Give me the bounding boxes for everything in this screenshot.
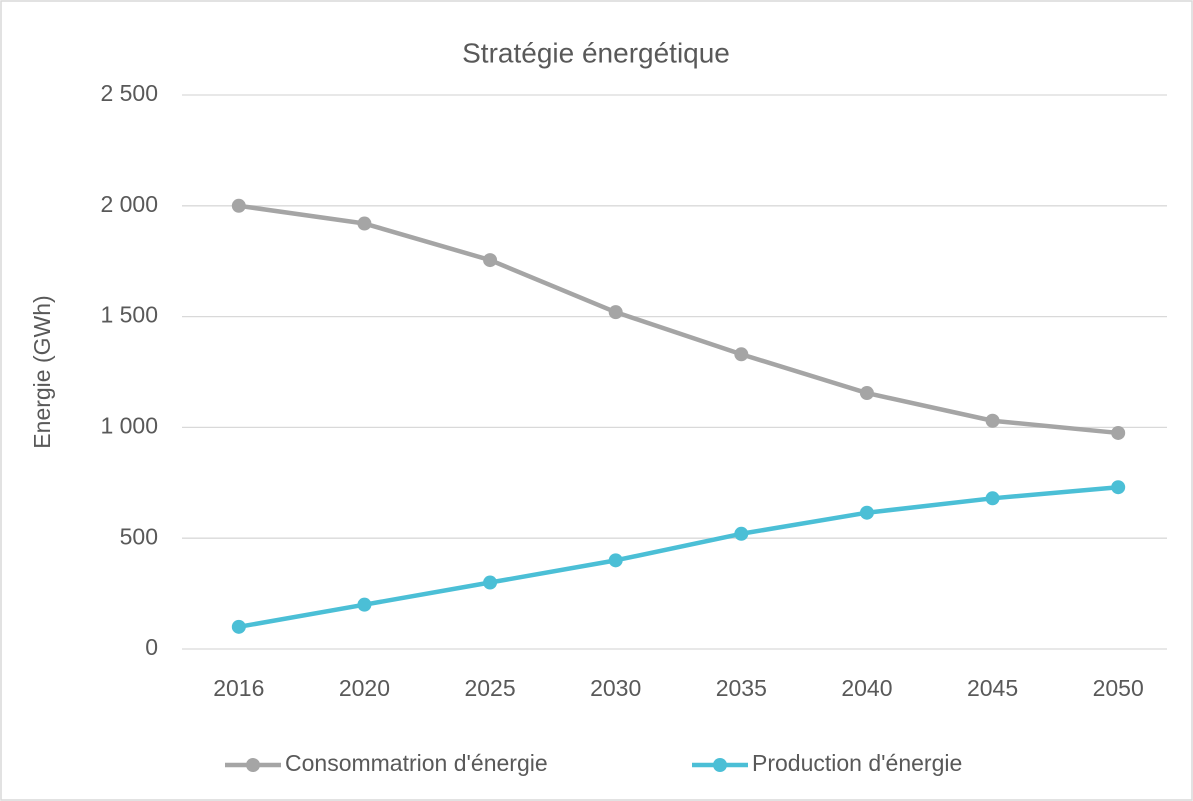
series-line: [238, 203, 1119, 436]
y-tick-label: 1 000: [100, 412, 158, 438]
point: [859, 505, 874, 520]
point: [231, 198, 246, 213]
point: [483, 575, 498, 590]
series-line: [238, 484, 1119, 630]
x-tick-label: 2050: [1093, 675, 1144, 701]
point: [1111, 480, 1126, 495]
y-axis-label: Energie (GWh): [29, 295, 55, 448]
x-tick-label: 2020: [339, 675, 390, 701]
point: [859, 386, 874, 401]
point: [734, 347, 749, 362]
x-tick-label: 2016: [213, 675, 264, 701]
point: [985, 491, 1000, 506]
y-tick-label: 500: [120, 523, 158, 549]
x-tick-label: 2025: [464, 675, 515, 701]
legend-marker: [246, 758, 260, 772]
y-tick-label: 2 500: [100, 80, 158, 106]
chart-title: Stratégie énergétique: [462, 37, 730, 68]
point: [608, 305, 623, 320]
y-tick-label: 2 000: [100, 191, 158, 217]
x-tick-label: 2045: [967, 675, 1018, 701]
point: [231, 619, 246, 634]
x-tick-label: 2035: [716, 675, 767, 701]
point: [1111, 425, 1126, 440]
y-tick-label: 0: [145, 634, 158, 660]
legend-label: Production d'énergie: [752, 750, 962, 776]
legend-marker: [713, 758, 727, 772]
x-tick-label: 2040: [841, 675, 892, 701]
point: [483, 253, 498, 268]
point: [608, 553, 623, 568]
x-tick-label: 2030: [590, 675, 641, 701]
point: [357, 597, 372, 612]
point: [734, 526, 749, 541]
legend-label: Consommatrion d'énergie: [285, 750, 548, 776]
y-tick-label: 1 500: [100, 302, 158, 328]
point: [357, 216, 372, 231]
point: [985, 413, 1000, 428]
